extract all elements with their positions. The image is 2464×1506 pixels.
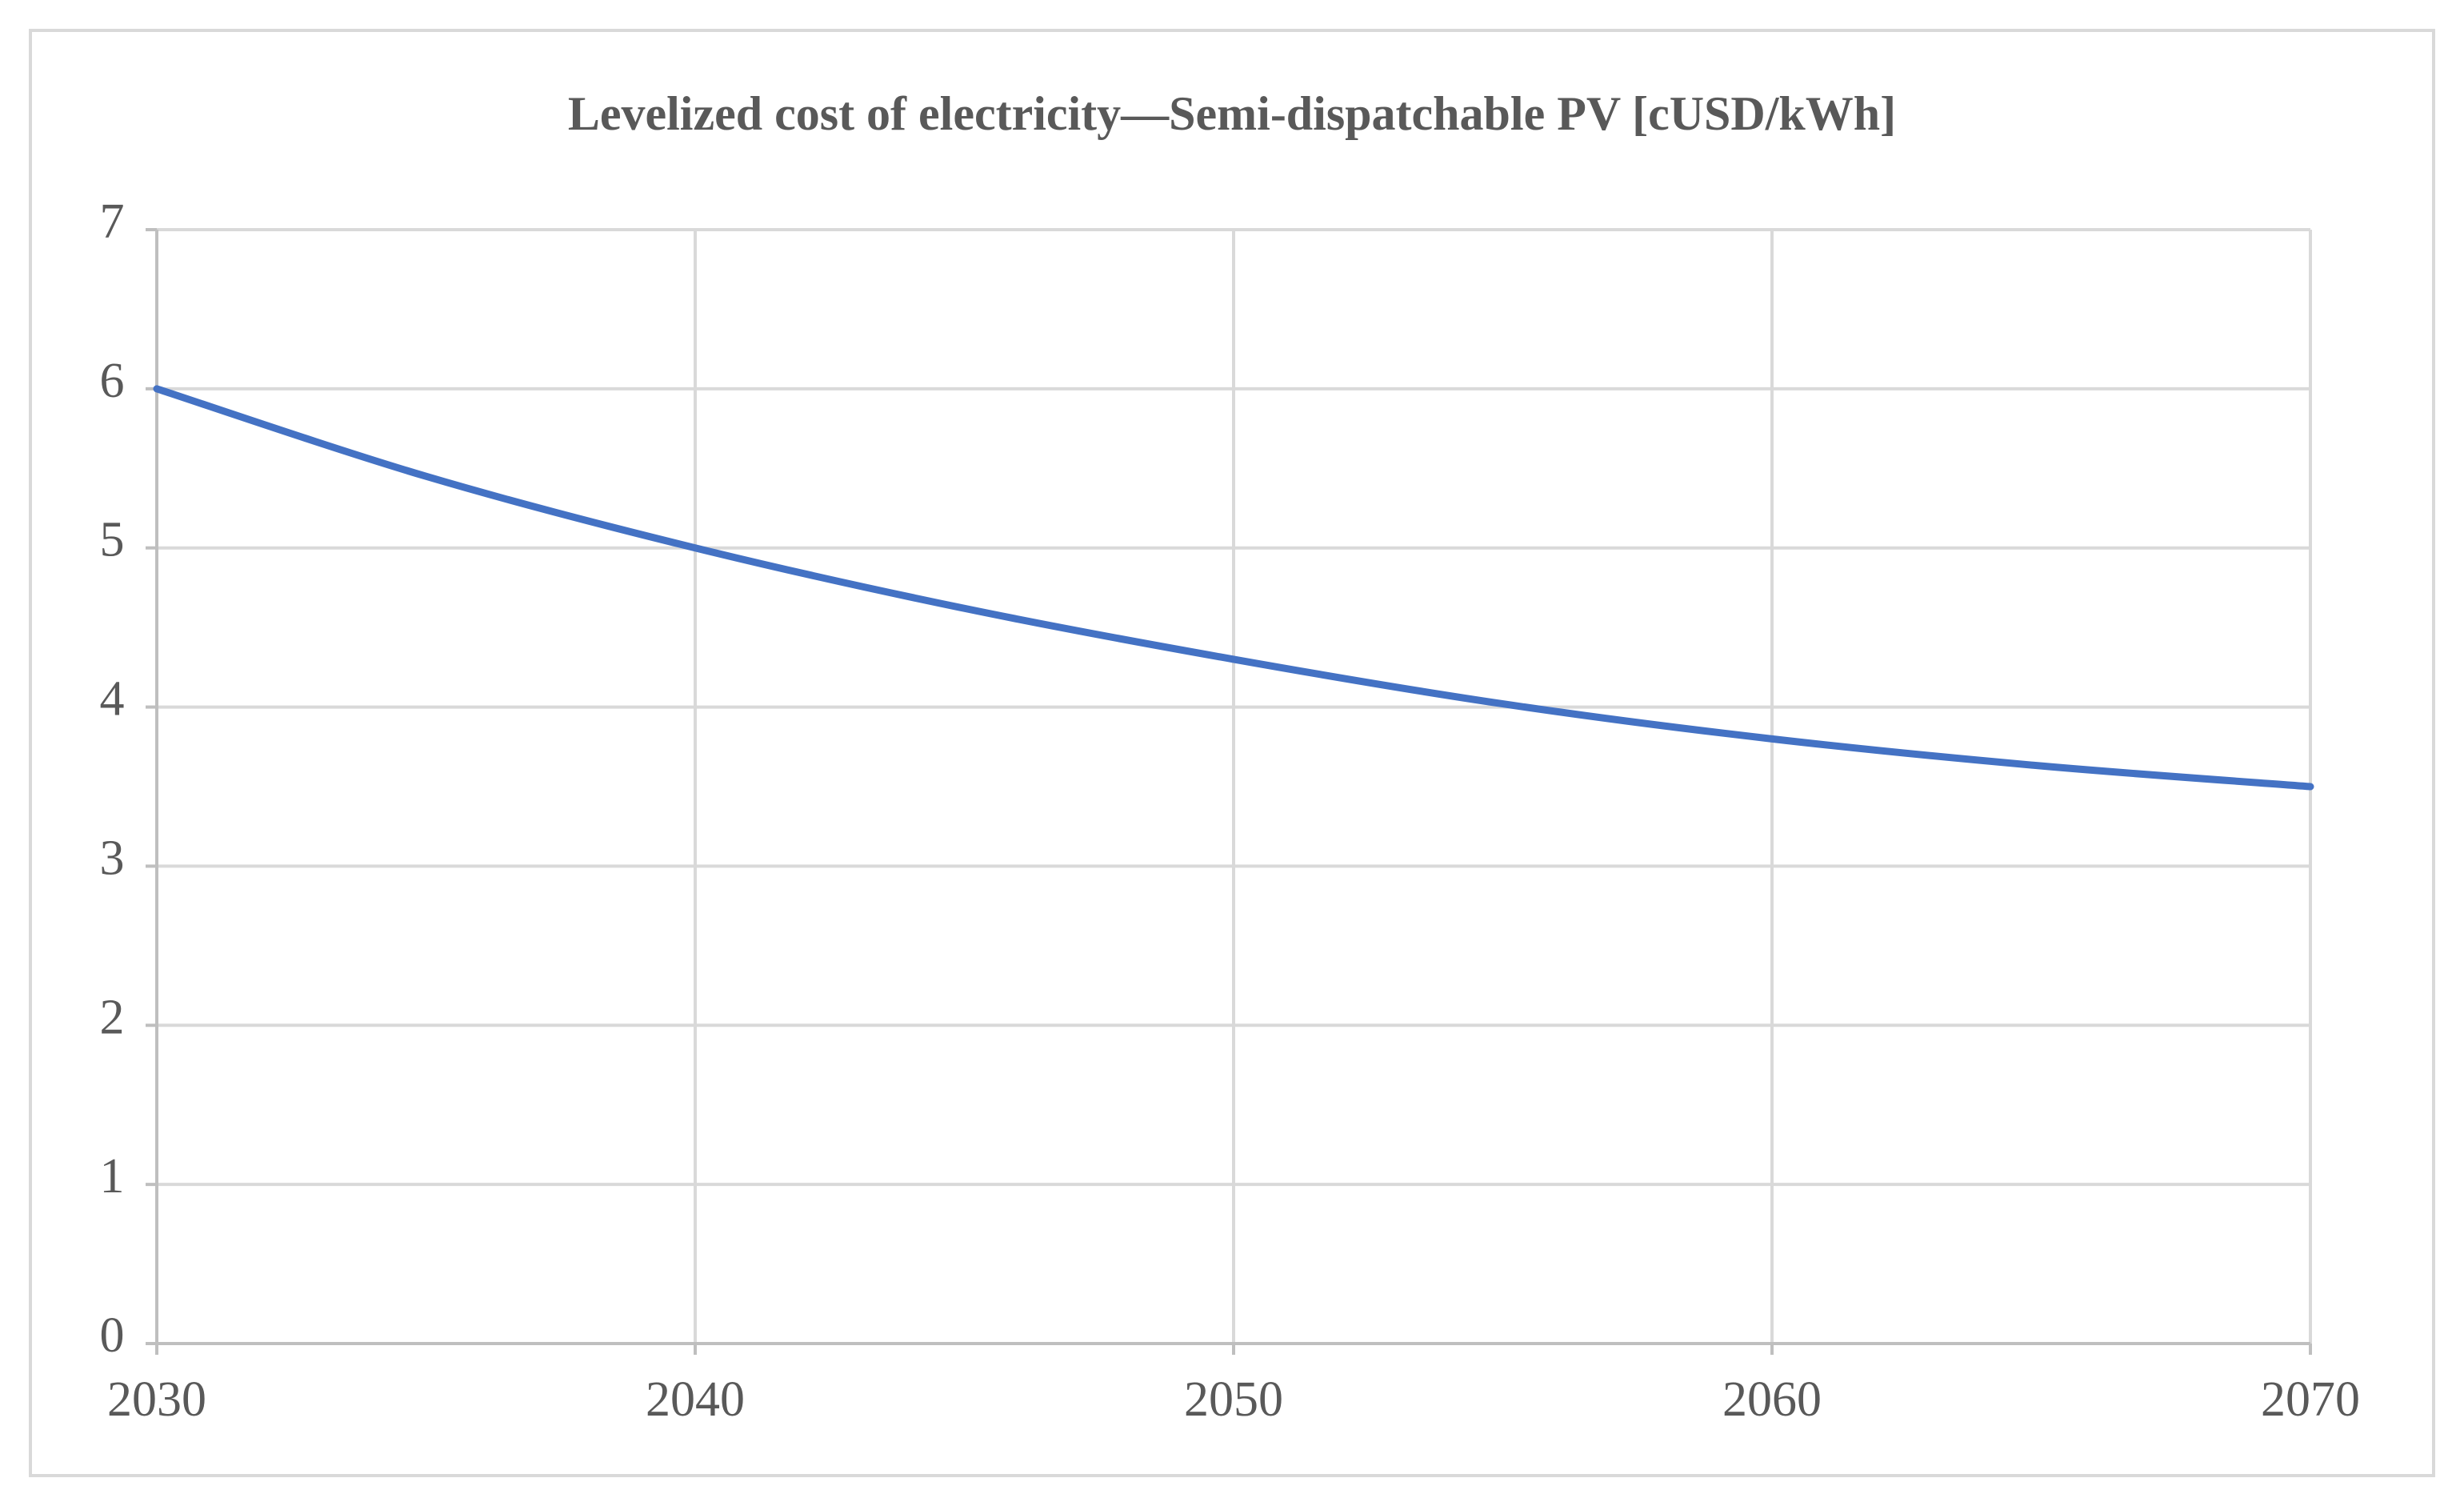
y-tick-label: 4 — [100, 672, 125, 727]
y-tick-label: 1 — [100, 1149, 125, 1204]
chart-title: Levelized cost of electricity—Semi-dispa… — [568, 87, 1896, 140]
data-point — [964, 608, 965, 609]
y-tick-label: 6 — [100, 354, 125, 408]
x-tick-label: 2030 — [107, 1372, 206, 1427]
data-point — [695, 547, 696, 548]
y-tick-label: 5 — [100, 513, 125, 567]
y-tick-label: 3 — [100, 831, 125, 885]
series-line — [153, 385, 2314, 791]
x-tick-label: 2070 — [2261, 1372, 2360, 1427]
y-tick-label: 7 — [100, 194, 125, 249]
y-tick-label: 2 — [100, 990, 125, 1044]
data-point — [2041, 766, 2042, 767]
x-tick-label: 2060 — [1722, 1372, 1822, 1427]
x-tick-label: 2040 — [646, 1372, 745, 1427]
data-point — [157, 388, 158, 389]
data-point — [1502, 703, 1503, 704]
x-tick-label: 2050 — [1184, 1372, 1283, 1427]
y-tick-label: 0 — [100, 1308, 125, 1363]
